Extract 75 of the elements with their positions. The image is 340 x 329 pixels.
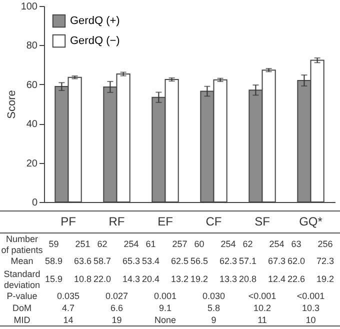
text: 19 <box>112 315 122 325</box>
text: 13.2 <box>170 274 189 284</box>
text: Standard deviation <box>4 269 40 290</box>
text: 10.8 <box>74 274 92 284</box>
text: 65.3 <box>122 256 140 266</box>
text: <0.001 <box>296 291 325 301</box>
text: 58.7 <box>93 256 112 266</box>
text: 12.4 <box>268 274 286 284</box>
y-tick-label: 60 <box>26 80 38 91</box>
text: 63.6 <box>74 256 92 266</box>
x-tick-label: EF <box>158 214 173 228</box>
text: 56.5 <box>190 256 208 266</box>
text: 4.7 <box>62 303 75 313</box>
text: 0.035 <box>56 291 80 301</box>
text: 0.027 <box>105 291 128 301</box>
text: 11 <box>258 315 267 325</box>
x-tick-label: SF <box>254 214 270 228</box>
text: 14.3 <box>122 274 140 284</box>
text: 257 <box>172 239 188 249</box>
text: 254 <box>124 239 139 249</box>
legend-label: GerdQ (−) <box>70 35 120 47</box>
text: None <box>154 315 176 325</box>
text: 60 <box>194 239 204 249</box>
y-tick-label: 80 <box>26 40 38 52</box>
text: 62.0 <box>287 256 306 266</box>
text: 62.5 <box>170 256 189 266</box>
x-tick-label: RF <box>108 214 125 228</box>
text: 10 <box>306 315 316 325</box>
text: Number of patients <box>1 234 44 255</box>
text: 63 <box>291 239 302 249</box>
text: 19.2 <box>316 274 334 284</box>
x-tick-label: GQ* <box>299 214 323 228</box>
text: 22.0 <box>93 274 112 284</box>
text: 53.4 <box>142 256 160 266</box>
text: 9.1 <box>158 303 172 313</box>
y-tick-label: 20 <box>26 158 38 170</box>
text: 0.030 <box>202 291 226 301</box>
y-tick-label: 100 <box>20 2 38 12</box>
text: 20.8 <box>238 274 257 284</box>
text: MID <box>14 315 31 325</box>
text: 14 <box>63 315 74 325</box>
text: P-value <box>6 291 38 301</box>
text: 13.3 <box>219 274 238 284</box>
text: 6.6 <box>110 303 124 313</box>
y-tick-label: 0 <box>32 198 38 208</box>
text: 22.6 <box>287 274 306 284</box>
text: 67.3 <box>268 256 286 266</box>
text: 254 <box>220 239 236 249</box>
x-tick-label: CF <box>206 214 222 228</box>
text: DoM <box>12 303 32 313</box>
text: 254 <box>269 239 284 249</box>
text: 9 <box>211 315 216 325</box>
text: 58.9 <box>44 256 63 266</box>
y-axis-title: Score <box>6 90 18 119</box>
text: 61 <box>146 239 156 249</box>
text: 10.2 <box>253 303 272 313</box>
legend-label: GerdQ (+) <box>70 15 120 27</box>
text: 62.3 <box>219 256 238 266</box>
y-tick-label: 40 <box>26 119 38 130</box>
text: 62 <box>242 239 253 249</box>
text: 0.001 <box>154 291 177 301</box>
text: 19.2 <box>190 274 208 284</box>
text: Mean <box>10 256 34 266</box>
text: 5.8 <box>207 303 220 313</box>
text: 15.9 <box>44 274 63 284</box>
text: 10.3 <box>302 303 320 313</box>
x-tick-label: PF <box>60 214 76 228</box>
text: 251 <box>75 239 90 249</box>
text: 72.3 <box>316 256 334 266</box>
text: 62 <box>97 239 108 249</box>
text: 57.1 <box>238 256 257 266</box>
text: <0.001 <box>248 291 276 301</box>
text: 20.4 <box>142 274 160 284</box>
text: 256 <box>318 239 333 249</box>
text: 59 <box>48 239 59 249</box>
